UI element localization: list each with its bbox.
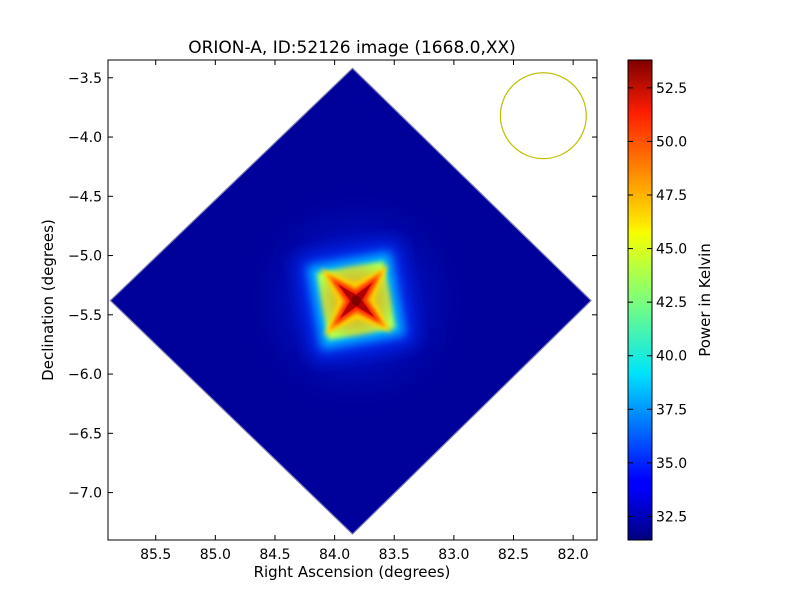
x-tick-label: 84.5 xyxy=(259,547,290,563)
x-tick-label: 82.0 xyxy=(558,547,589,563)
colorbar-label: Power in Kelvin xyxy=(696,243,714,357)
x-tick-label: 83.5 xyxy=(379,547,410,563)
colorbar: 32.5 35.0 37.5 40.0 42.5 45.0 47.5 50.0 52.5 Pow… xyxy=(627,59,714,541)
y-tick-label: −6.5 xyxy=(68,426,102,442)
y-tick-label: −7.0 xyxy=(68,486,102,502)
colorbar-frame xyxy=(627,59,653,541)
colorbar-tick-label: 45.0 xyxy=(656,242,687,258)
y-axis-ticks: −3.5 −4.0 −4.5 −5.0 −5.5 −6.0 −6.5 −7.0 xyxy=(68,71,597,502)
y-tick-label: −6.0 xyxy=(68,367,102,383)
y-tick-label: −5.5 xyxy=(68,308,102,324)
y-tick-label: −5.0 xyxy=(68,249,102,265)
colorbar-ticks: 32.5 35.0 37.5 40.0 42.5 45.0 47.5 50.0 52.5 xyxy=(628,81,687,525)
colorbar-tick-label: 42.5 xyxy=(656,295,687,311)
x-tick-label: 85.0 xyxy=(200,547,231,563)
y-tick-label: −4.0 xyxy=(68,130,102,146)
source-peak xyxy=(351,295,362,306)
beam-circle xyxy=(499,72,587,160)
x-tick-label: 84.0 xyxy=(319,547,350,563)
x-tick-label: 82.5 xyxy=(498,547,529,563)
chart-title: ORION-A, ID:52126 image (1668.0,XX) xyxy=(188,38,516,58)
map-layer xyxy=(109,67,592,535)
colorbar-tick-label: 52.5 xyxy=(656,81,687,97)
colorbar-tick-label: 47.5 xyxy=(656,188,687,204)
x-tick-label: 85.5 xyxy=(140,547,171,563)
colorbar-gradient xyxy=(628,60,652,540)
plot-area xyxy=(108,60,597,540)
colorbar-tick-label: 37.5 xyxy=(656,402,687,418)
colorbar-tick-label: 40.0 xyxy=(656,349,687,365)
colorbar-tick-label: 50.0 xyxy=(656,134,687,150)
x-tick-label: 83.0 xyxy=(438,547,469,563)
plot-frame xyxy=(107,59,598,541)
y-tick-label: −3.5 xyxy=(68,71,102,87)
colorbar-tick-label: 32.5 xyxy=(656,509,687,525)
x-axis-label: Right Ascension (degrees) xyxy=(254,563,451,581)
colorbar-tick-label: 35.0 xyxy=(656,456,687,472)
y-axis-label: Declination (degrees) xyxy=(39,219,57,381)
y-tick-label: −4.5 xyxy=(68,189,102,205)
x-axis-ticks: 85.5 85.0 84.5 84.0 83.5 83.0 82.5 82.0 xyxy=(140,60,589,563)
